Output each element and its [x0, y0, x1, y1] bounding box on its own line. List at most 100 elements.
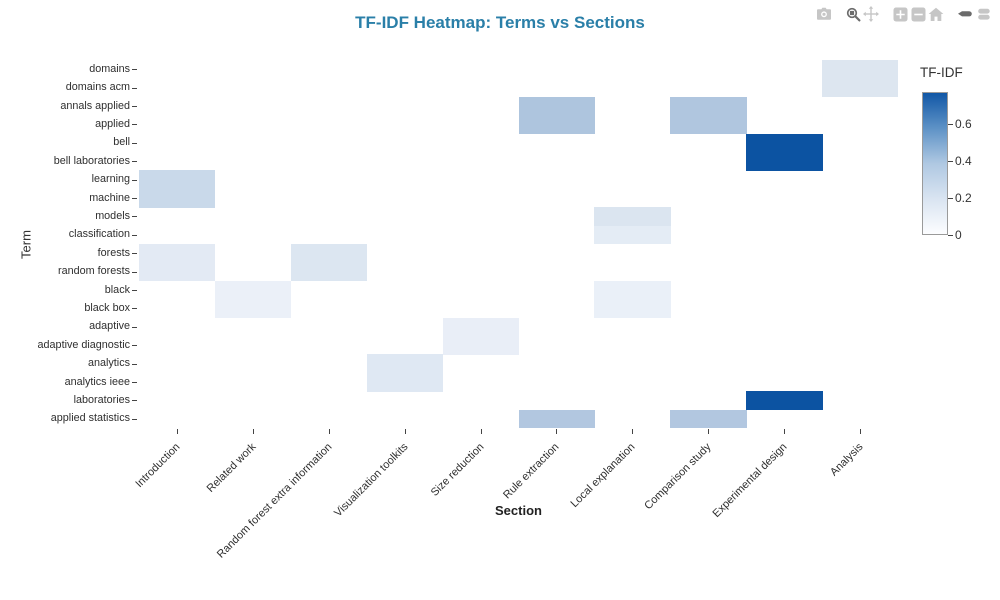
y-tick-label: bell laboratories: [53, 154, 130, 167]
heatmap-cell[interactable]: [670, 115, 747, 135]
camera-icon[interactable]: [815, 5, 833, 23]
heatmap-cell[interactable]: [746, 133, 823, 153]
heatmap-cell[interactable]: [594, 299, 671, 319]
y-tick-mark: [132, 363, 137, 365]
colorbar-tick-mark: [948, 160, 953, 162]
y-tick-mark: [132, 400, 137, 402]
y-tick-mark: [132, 290, 137, 291]
y-tick-label: domains: [89, 62, 130, 75]
y-tick-label: black box: [84, 301, 130, 314]
y-tick-mark: [132, 179, 137, 181]
hover-closest-icon[interactable]: [956, 5, 974, 23]
y-tick-mark: [132, 271, 137, 273]
heatmap-cell[interactable]: [139, 170, 216, 190]
y-tick-label: models: [95, 209, 130, 222]
y-tick-mark: [132, 106, 137, 107]
y-tick-mark: [132, 345, 137, 347]
colorbar-tick-label: 0.4: [955, 153, 972, 168]
colorbar-title: TF-IDF: [920, 65, 963, 80]
y-tick-label: annals applied: [60, 99, 130, 112]
y-tick-mark: [132, 161, 137, 163]
modebar: [815, 5, 992, 23]
heatmap-cell[interactable]: [139, 244, 216, 263]
heatmap-cell[interactable]: [139, 188, 216, 208]
heatmap-cell[interactable]: [290, 262, 368, 282]
heatmap-cell[interactable]: [214, 280, 292, 300]
heatmap-cell[interactable]: [746, 152, 823, 171]
heatmap-cell[interactable]: [594, 280, 671, 300]
y-tick-label: adaptive: [89, 320, 130, 333]
heatmap-cell[interactable]: [822, 78, 899, 98]
y-tick-mark: [132, 216, 137, 218]
heatmap-cell[interactable]: [670, 96, 747, 116]
zoom-out-icon[interactable]: [909, 5, 927, 23]
y-tick-label: bell: [113, 136, 130, 149]
hover-compare-icon[interactable]: [974, 5, 992, 23]
autoscale-home-icon[interactable]: [927, 5, 945, 23]
heatmap-cell[interactable]: [366, 354, 444, 374]
x-tick-mark: [480, 429, 482, 434]
x-axis-title: Section: [495, 503, 542, 518]
heatmap-cell[interactable]: [518, 409, 595, 429]
y-tick-label: analytics ieee: [64, 375, 130, 388]
heatmap-cell[interactable]: [366, 372, 444, 392]
y-tick-mark: [132, 142, 137, 144]
x-tick-mark: [176, 429, 178, 434]
zoom-in-icon[interactable]: [891, 5, 909, 23]
y-tick-label: black: [104, 283, 130, 296]
y-tick-mark: [132, 234, 137, 236]
heatmap-cell[interactable]: [746, 391, 823, 411]
heatmap-cell[interactable]: [214, 299, 292, 319]
colorbar-gradient: [922, 92, 948, 235]
heatmap-cell[interactable]: [518, 96, 595, 116]
y-tick-mark: [132, 69, 137, 71]
y-axis-title: Term: [18, 230, 34, 259]
y-tick-label: laboratories: [73, 393, 130, 406]
x-tick-mark: [404, 429, 406, 434]
y-tick-mark: [132, 253, 137, 255]
x-tick-mark: [328, 429, 330, 434]
colorbar-tick-mark: [948, 235, 953, 236]
y-tick-label: analytics: [87, 357, 130, 370]
colorbar-tick-label: 0.6: [955, 116, 972, 131]
y-tick-label: adaptive diagnostic: [37, 338, 130, 351]
pan-icon[interactable]: [862, 5, 880, 23]
heatmap-cell[interactable]: [594, 207, 671, 227]
colorbar-tick-label: 0.2: [955, 190, 972, 205]
y-tick-label: applied: [95, 117, 130, 130]
y-tick-mark: [132, 308, 137, 310]
x-tick-mark: [708, 429, 710, 434]
colorbar-tick-mark: [948, 197, 953, 199]
heatmap-cell[interactable]: [442, 317, 519, 337]
plot-area: [139, 60, 899, 429]
y-tick-mark: [132, 198, 137, 199]
x-tick-mark: [556, 429, 558, 434]
x-tick-mark: [860, 429, 862, 434]
y-tick-label: machine: [89, 191, 130, 204]
y-tick-label: random forests: [57, 265, 130, 278]
colorbar-tick-mark: [948, 123, 953, 125]
x-tick-mark: [784, 429, 786, 434]
y-tick-mark: [132, 326, 137, 328]
heatmap-cell[interactable]: [139, 262, 216, 282]
zoom-icon[interactable]: [844, 5, 862, 23]
y-tick-label: domains acm: [65, 81, 130, 94]
y-tick-label: applied statistics: [50, 412, 130, 425]
y-tick-mark: [132, 418, 137, 420]
heatmap-cell[interactable]: [442, 336, 519, 355]
x-tick-mark: [632, 429, 634, 434]
x-tick-mark: [252, 429, 254, 434]
heatmap-cell[interactable]: [290, 244, 368, 263]
y-tick-label: learning: [91, 173, 130, 186]
chart-title: TF-IDF Heatmap: Terms vs Sections: [355, 13, 645, 32]
heatmap-cell[interactable]: [518, 115, 595, 135]
heatmap-cell[interactable]: [822, 60, 899, 79]
y-tick-mark: [132, 382, 137, 383]
heatmap-cell[interactable]: [670, 409, 747, 429]
y-tick-mark: [132, 124, 137, 126]
heatmap-cell[interactable]: [594, 225, 671, 245]
colorbar-tick-label: 0: [955, 228, 962, 242]
y-tick-label: classification: [68, 228, 130, 241]
y-tick-label: forests: [97, 246, 130, 259]
